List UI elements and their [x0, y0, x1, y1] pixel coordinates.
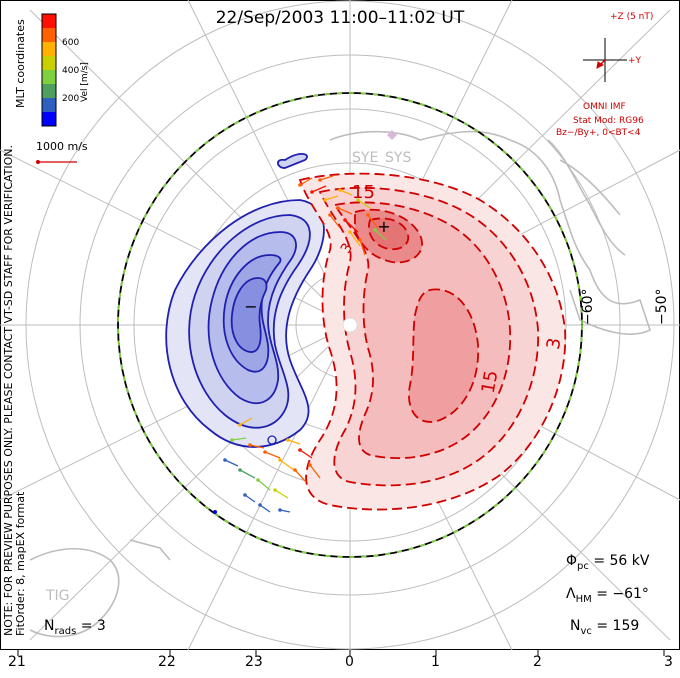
- lambda-value: = −61°: [596, 586, 649, 602]
- nvc-subscript: vc: [580, 625, 592, 637]
- mlt-label-1: 1: [431, 654, 440, 670]
- negative-potential-marker: −: [244, 297, 257, 316]
- phi-symbol: Φ: [566, 553, 578, 569]
- lat-label-50: −50°: [654, 288, 670, 325]
- lambda-subscript: HM: [575, 593, 592, 605]
- positive-convection-cell: [298, 172, 567, 511]
- colorbar-tick-200: 200: [62, 94, 80, 104]
- mlt-label-0: 0: [345, 654, 354, 670]
- contour-label-15-top: 15: [352, 182, 375, 203]
- negative-convection-cell: [165, 153, 361, 448]
- hm-latitude: ΛHM = −61°: [566, 586, 649, 605]
- latitude-labels: −60° −50°: [580, 288, 670, 325]
- mlt-label-3: 3: [664, 654, 673, 670]
- phi-value: = 56 kV: [593, 553, 650, 569]
- colorbar-tick-600: 600: [62, 38, 80, 48]
- station-marker: [387, 130, 397, 140]
- station-labels: SYE SYS TIG: [45, 150, 411, 604]
- lat-label-60: −60°: [580, 288, 596, 325]
- map-title: 22/Sep/2003 11:00–11:02 UT: [215, 8, 465, 28]
- colorbar-label: Vel [m/s]: [80, 62, 90, 102]
- radar-count: Nrads = 3: [44, 618, 106, 637]
- mlt-label-23: 23: [245, 654, 263, 670]
- contour-label-15-right: 15: [478, 369, 503, 395]
- nvc-value: = 159: [596, 618, 640, 634]
- nrads-value: = 3: [80, 618, 106, 634]
- positive-potential-marker: +: [377, 217, 390, 236]
- vector-scale-dot: [36, 160, 40, 164]
- imf-scale-label: +Z (5 nT): [610, 12, 654, 22]
- station-tig: TIG: [45, 588, 70, 604]
- mlt-axis-ticks: [17, 650, 665, 656]
- mlt-label-22: 22: [158, 654, 176, 670]
- magnetic-pole: [342, 317, 358, 333]
- nvc-symbol: N: [570, 618, 581, 634]
- imf-source-label: OMNI IMF: [583, 102, 626, 112]
- vector-count: Nvc = 159: [570, 618, 639, 637]
- nrads-symbol: N: [44, 618, 55, 634]
- station-sys: SYS: [385, 150, 411, 166]
- imf-clock: [583, 38, 627, 82]
- imf-condition-label: Bz−/By+, 0<BT<4: [556, 128, 641, 138]
- contour-label-3-right: 3: [543, 336, 566, 351]
- phi-subscript: pc: [577, 560, 589, 572]
- imf-y-label: +Y: [628, 56, 642, 66]
- stat-model-label: Stat Mod: RG96: [573, 116, 644, 126]
- fit-order-label: FitOrder: 8, mapEX format: [14, 491, 27, 636]
- station-sye: SYE: [352, 150, 378, 166]
- velocity-vectors-nightside: [213, 417, 321, 514]
- heppner-maynard-boundary-dash: [117, 92, 583, 558]
- velocity-colorbar: [41, 13, 57, 127]
- velocity-vectors-dayside: [298, 175, 387, 256]
- lambda-symbol: Λ: [566, 586, 576, 602]
- mlt-label-2: 2: [533, 654, 542, 670]
- colorbar-tick-400: 400: [62, 66, 80, 76]
- vector-scale-label: 1000 m/s: [36, 140, 88, 153]
- mlt-label-21: 21: [8, 654, 26, 670]
- nrads-subscript: rads: [54, 625, 77, 637]
- coordinate-system-label: MLT coordinates: [14, 19, 27, 108]
- cross-polar-potential: Φpc = 56 kV: [566, 553, 649, 572]
